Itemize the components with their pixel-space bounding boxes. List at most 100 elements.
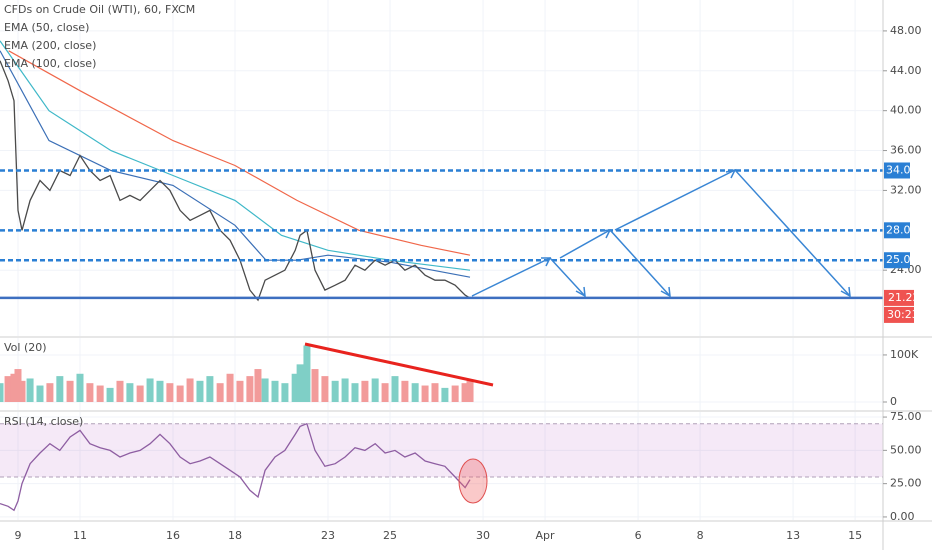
x-tick-label: 8 [697, 529, 704, 542]
panel-title: CFDs on Crude Oil (WTI), 60, FXCM [4, 3, 195, 16]
volume-bar [76, 373, 84, 402]
volume-bar [10, 373, 18, 402]
x-tick-label: 25 [383, 529, 397, 542]
volume-bar [246, 376, 254, 402]
rsi-highlight [458, 458, 488, 504]
volume-bar [106, 387, 114, 402]
volume-bar [96, 385, 104, 402]
y-tick-label: 25.00 [890, 477, 922, 490]
x-tick-label: 9 [14, 529, 21, 542]
level-label: 25.00 [886, 253, 918, 266]
volume-bar [166, 383, 174, 402]
marks [0, 40, 883, 512]
volume-bar [176, 385, 184, 402]
volume-bar [26, 378, 34, 402]
volume-trendline [304, 342, 494, 387]
price-label-bg [884, 289, 914, 306]
ema-line [0, 40, 471, 271]
y-tick-label: 50.00 [890, 443, 922, 456]
volume-bar [451, 385, 459, 402]
volume-bar [86, 383, 94, 402]
price-line [0, 422, 471, 512]
volume-bar [271, 380, 279, 402]
volume-bar [296, 364, 304, 402]
volume-bar [461, 383, 469, 402]
volume-bar [321, 376, 329, 402]
volume-bar [431, 383, 439, 402]
price-label: 21.22 [888, 291, 920, 304]
countdown-bg [884, 306, 914, 323]
volume-bar [46, 383, 54, 402]
volume-bar [136, 385, 144, 402]
volume-bar [421, 385, 429, 402]
volume-bar [206, 376, 214, 402]
panel-title: RSI (14, close) [4, 415, 83, 428]
x-tick-label: 18 [228, 529, 242, 542]
x-tick-label: 23 [321, 529, 335, 542]
x-tick-label: 30 [476, 529, 490, 542]
volume-bar [66, 380, 74, 402]
volume-bar [466, 380, 474, 402]
volume-bar [0, 383, 4, 402]
volume-bar [14, 369, 22, 402]
rsi-band [0, 423, 883, 477]
volume-bar [36, 385, 44, 402]
panel-title: Vol (20) [4, 341, 47, 354]
volume-bar [361, 380, 369, 402]
volume-bar [18, 380, 26, 402]
volume-bar [331, 380, 339, 402]
level-label: 28.00 [886, 223, 918, 236]
volume-bar [371, 378, 379, 402]
x-tick-label: Apr [536, 529, 556, 542]
volume-bar [303, 345, 311, 402]
y-tick-label: 44.00 [890, 64, 922, 77]
ema-line [8, 50, 471, 256]
volume-bar [156, 380, 164, 402]
volume-bar [341, 378, 349, 402]
y-tick-label: 40.00 [890, 104, 922, 117]
level-label-bg [884, 222, 910, 239]
y-tick-label: 36.00 [890, 144, 922, 157]
x-tick-label: 15 [848, 529, 862, 542]
volume-bar [186, 378, 194, 402]
x-tick-label: 13 [786, 529, 800, 542]
volume-bar [291, 373, 299, 402]
volume-bar [236, 380, 244, 402]
volume-bar [254, 369, 262, 402]
y-tick-label: 48.00 [890, 24, 922, 37]
level-label-bg [884, 162, 910, 179]
level-label-bg [884, 252, 910, 269]
legend-entry: EMA (50, close) [4, 21, 89, 34]
volume-bar [391, 376, 399, 402]
y-tick-label: 100K [890, 348, 919, 361]
volume-bar [381, 383, 389, 402]
projection-arrows [471, 168, 851, 298]
volume-bar [4, 376, 12, 402]
volume-bar [441, 387, 449, 402]
y-tick-label: 75.00 [890, 410, 922, 423]
volume-bar [126, 383, 134, 402]
y-tick-label: 32.00 [890, 183, 922, 196]
volume-bar [226, 373, 234, 402]
level-label: 34.00 [886, 163, 918, 176]
grid [0, 0, 883, 520]
volume-bar [116, 380, 124, 402]
volume-bar [146, 378, 154, 402]
volume-bar [281, 383, 289, 402]
legend-entry: EMA (100, close) [4, 57, 96, 70]
volume-bar [261, 378, 269, 402]
volume-bar [401, 380, 409, 402]
countdown: 30:23 [887, 308, 919, 321]
legend-entry: EMA (200, close) [4, 39, 96, 52]
volume-bar [196, 380, 204, 402]
volume-bar [411, 383, 419, 402]
x-tick-label: 6 [635, 529, 642, 542]
y-tick-label: 0 [890, 395, 897, 408]
volume-bar [216, 383, 224, 402]
price-line [0, 60, 471, 302]
volume-bar [56, 376, 64, 402]
volume-bar [311, 369, 319, 402]
